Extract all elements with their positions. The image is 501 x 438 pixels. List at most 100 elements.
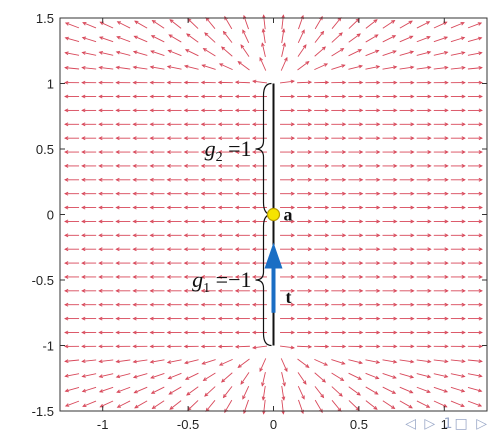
field-arrow xyxy=(150,359,165,363)
field-arrow-head xyxy=(234,275,240,279)
field-arrow-head xyxy=(307,205,313,210)
field-arrow-head xyxy=(81,302,86,307)
field-arrow xyxy=(238,61,250,71)
field-arrow-head xyxy=(392,65,398,70)
field-arrow-head xyxy=(444,122,449,127)
field-arrow xyxy=(314,16,323,30)
field-arrow-head xyxy=(234,122,240,127)
field-arrow-head xyxy=(217,191,223,196)
slide-nav[interactable]: ◁ ▷ 1□ ▷ xyxy=(405,416,489,432)
field-arrow-head xyxy=(64,316,69,321)
field-arrow-head xyxy=(461,150,466,154)
field-arrow-head xyxy=(217,205,223,210)
field-arrow-head xyxy=(149,344,154,349)
field-arrow-head xyxy=(284,367,288,373)
field-arrow xyxy=(133,66,148,70)
field-arrow-head xyxy=(342,288,347,293)
field-arrow-head xyxy=(149,136,154,141)
field-arrow xyxy=(65,37,80,43)
field-arrow-head xyxy=(183,330,188,335)
field-arrow-head xyxy=(262,14,266,19)
field-arrow-head xyxy=(376,247,381,252)
field-arrow-head xyxy=(307,108,313,113)
field-arrow-head xyxy=(201,361,206,365)
field-arrow-head xyxy=(444,261,449,265)
field-arrow-head xyxy=(461,108,466,113)
field-arrow-head xyxy=(183,94,188,99)
field-arrow-head xyxy=(251,150,257,154)
field-arrow-head xyxy=(234,177,240,182)
field-arrow-head xyxy=(132,205,137,210)
field-arrow xyxy=(297,358,309,368)
field-arrow-head xyxy=(184,376,190,380)
field-arrow-head xyxy=(98,233,103,238)
field-arrow-head xyxy=(444,219,449,224)
field-arrow-head xyxy=(393,233,398,238)
field-arrow-head xyxy=(149,219,154,224)
field-arrow-head xyxy=(166,219,171,224)
field-arrow xyxy=(82,67,97,70)
field-arrow-head xyxy=(166,65,172,69)
field-arrow-head xyxy=(307,233,313,238)
field-arrow-head xyxy=(281,28,286,33)
field-arrow-head xyxy=(357,49,363,53)
field-arrow-head xyxy=(427,288,432,293)
field-arrow-head xyxy=(98,108,103,113)
field-arrow-head xyxy=(290,150,296,154)
field-arrow-head xyxy=(98,94,103,99)
field-arrow-head xyxy=(376,205,381,210)
field-arrow xyxy=(134,386,148,394)
field-arrow-head xyxy=(410,164,415,168)
field-arrow-head xyxy=(342,247,347,252)
field-arrow-head xyxy=(393,80,398,85)
field-arrow-head xyxy=(234,261,240,265)
field-arrow-head xyxy=(167,375,172,380)
field-arrow xyxy=(116,36,131,43)
field-arrow xyxy=(133,359,148,363)
field-arrow xyxy=(82,37,97,43)
field-arrow-head xyxy=(478,247,483,252)
field-arrow-head xyxy=(166,150,171,154)
field-arrow-head xyxy=(376,344,381,349)
field-arrow-head xyxy=(374,34,379,39)
field-arrow xyxy=(150,373,165,379)
field-arrow-head xyxy=(324,275,330,279)
field-arrow-head xyxy=(426,36,431,40)
field-arrow-head xyxy=(98,316,103,321)
field-arrow xyxy=(399,400,413,409)
field-arrow xyxy=(240,44,250,57)
field-arrow xyxy=(416,400,430,408)
field-arrow-head xyxy=(186,33,191,38)
field-arrow-head xyxy=(290,345,295,350)
field-arrow-head xyxy=(324,247,330,252)
field-arrow xyxy=(467,400,482,407)
field-arrow xyxy=(331,372,344,381)
field-arrow-head xyxy=(115,108,120,113)
field-arrow-head xyxy=(376,122,381,127)
field-arrow xyxy=(467,373,482,377)
field-arrow-head xyxy=(320,394,325,399)
y-tick-label: -1.5 xyxy=(32,404,54,419)
field-arrow-head xyxy=(290,233,296,238)
field-arrow-head xyxy=(133,389,138,394)
field-arrow xyxy=(203,372,216,381)
field-arrow-head xyxy=(290,316,296,321)
field-arrow-head xyxy=(307,288,313,293)
field-arrow-head xyxy=(261,396,266,401)
field-arrow-head xyxy=(477,403,483,407)
field-arrow xyxy=(433,51,448,56)
field-arrow-head xyxy=(98,302,103,307)
field-arrow-head xyxy=(427,344,432,349)
field-arrow-head xyxy=(393,164,398,168)
field-arrow xyxy=(382,400,395,409)
field-arrow-head xyxy=(284,56,288,62)
field-arrow xyxy=(116,373,131,378)
field-arrow-head xyxy=(184,49,190,53)
field-arrow-head xyxy=(410,359,415,364)
field-arrow-head xyxy=(64,22,70,26)
field-arrow-head xyxy=(183,275,188,279)
field-arrow-head xyxy=(149,275,154,279)
field-arrow-head xyxy=(461,302,466,307)
field-arrow-head xyxy=(427,247,432,252)
field-arrow xyxy=(467,37,482,43)
